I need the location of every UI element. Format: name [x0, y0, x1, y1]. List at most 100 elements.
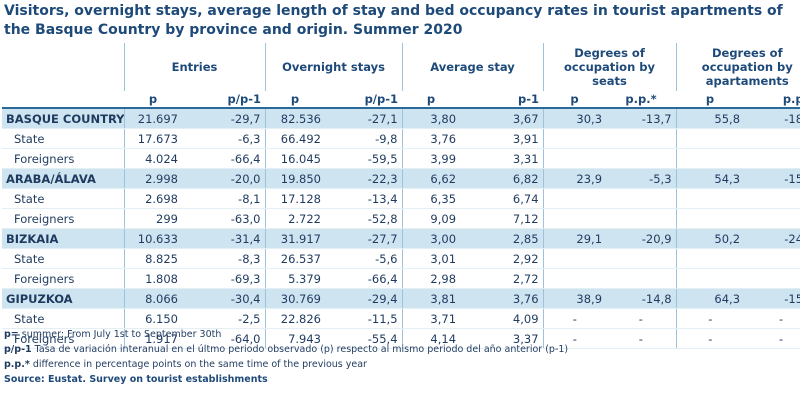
table-cell: [606, 208, 677, 229]
footnote-period-key: p=: [4, 329, 19, 340]
footnote-period: p= summer: From July 1st to September 30…: [4, 327, 796, 342]
table-cell: 6.150: [123, 308, 182, 329]
table-cell: 50,2: [675, 228, 745, 249]
table-cell: 8.066: [123, 288, 182, 309]
table-cell: 5.379: [264, 268, 325, 289]
origin-row: State 8.825 -8,3 26.537 -5,6 3,01 2,92: [2, 248, 800, 269]
table-cell: 55,8: [675, 108, 745, 129]
row-label: Foreigners: [2, 148, 124, 169]
table-cell: 7.943: [264, 328, 325, 349]
table-cell: 2,85: [460, 228, 544, 249]
header-entries: Entries: [123, 43, 265, 91]
subheader-corner: [2, 91, 124, 109]
row-label: State: [2, 248, 124, 269]
table-cell: -59,5: [325, 148, 403, 169]
table-cell: -: [744, 308, 800, 329]
table-cell: 19.850: [264, 168, 325, 189]
table-cell: [542, 188, 607, 209]
table-cell: [606, 148, 677, 169]
origin-row: State 6.150 -2,5 22.826 -11,5 3,71 4,09- - - -: [2, 308, 800, 329]
table-cell: [744, 148, 800, 169]
table-cell: -27,1: [325, 108, 403, 129]
row-label: State: [2, 188, 124, 209]
table-cell: 3,67: [460, 108, 544, 129]
table-title: Visitors, overnight stays, average lengt…: [4, 3, 783, 38]
table-cell: -2,5: [182, 308, 265, 329]
table-cell: -29,4: [325, 288, 403, 309]
footnote-variation-text: Tasa de variación interanual en el últmo…: [31, 344, 569, 355]
table-cell: [675, 248, 745, 269]
table-cell: -66,4: [325, 268, 403, 289]
origin-row: Foreigners 4.024 -66,4 16.045 -59,5 3,99 3,31: [2, 148, 800, 169]
subheader-overnight-p: p: [265, 91, 325, 109]
table-cell: -30,4: [182, 288, 265, 309]
table-cell: -: [542, 328, 607, 349]
table-cell: 2,92: [460, 248, 544, 269]
table-cell: [744, 128, 800, 149]
table-cell: [675, 208, 745, 229]
table-cell: -69,3: [182, 268, 265, 289]
table-cell: 7,12: [460, 208, 544, 229]
subheader-apt-p: p: [676, 91, 745, 109]
table-cell: -11,5: [325, 308, 403, 329]
table-cell: 30.769: [264, 288, 325, 309]
table-cell: [542, 248, 607, 269]
row-label: BIZKAIA: [2, 228, 124, 249]
table-cell: 299: [123, 208, 182, 229]
table-cell: [542, 128, 607, 149]
table-cell: 2,98: [401, 268, 461, 289]
table-cell: -: [744, 328, 800, 349]
province-row: ARABA/ÁLAVA 2.998 -20,0 19.850 -22,3 6,62 6,82…: [2, 168, 800, 189]
table-cell: [744, 268, 800, 289]
origin-row: State 2.698 -8,1 17.128 -13,4 6,35 6,74: [2, 188, 800, 209]
table-cell: -15,2: [744, 288, 800, 309]
table-cell: -52,8: [325, 208, 403, 229]
table-cell: 26.537: [264, 248, 325, 269]
table-cell: 3,80: [401, 108, 461, 129]
table-cell: 23,9: [542, 168, 607, 189]
table-cell: -63,0: [182, 208, 265, 229]
table-cell: 66.492: [264, 128, 325, 149]
table-cell: 16.045: [264, 148, 325, 169]
table-cell: 6,82: [460, 168, 544, 189]
table-cell: 21.697: [123, 108, 182, 129]
subheader-seats-pp: p.p.*: [606, 91, 677, 109]
table-cell: 3,99: [401, 148, 461, 169]
table-cell: 6,62: [401, 168, 461, 189]
province-row: GIPUZKOA 8.066 -30,4 30.769 -29,4 3,81 3,76 38,…: [2, 288, 800, 309]
province-row: BIZKAIA 10.633 -31,4 31.917 -27,7 3,00 2,85 29,…: [2, 228, 800, 249]
footnote-points-text: difference in percentage points on the s…: [29, 359, 367, 370]
table-cell: 1.808: [123, 268, 182, 289]
header-overnight-stays: Overnight stays: [264, 43, 403, 91]
table-cell: -20,9: [606, 228, 677, 249]
table-cell: 22.826: [264, 308, 325, 329]
subheader-entries-p: p: [124, 91, 182, 109]
header-corner: [2, 43, 124, 91]
table-cell: [542, 268, 607, 289]
table-cell: 6,74: [460, 188, 544, 209]
table-cell: 17.128: [264, 188, 325, 209]
table-cell: 38,9: [542, 288, 607, 309]
table-cell: 17.673: [123, 128, 182, 149]
table-cell: 4.024: [123, 148, 182, 169]
table-cell: [606, 188, 677, 209]
table-cell: 6,35: [401, 188, 461, 209]
row-label: Foreigners: [2, 328, 124, 349]
origin-row: Foreigners 1.808 -69,3 5.379 -66,4 2,98 2,72: [2, 268, 800, 289]
table-cell: 3,01: [401, 248, 461, 269]
row-label: ARABA/ÁLAVA: [2, 168, 124, 189]
subheader-apt-pp: p.p.*: [744, 91, 800, 109]
origin-row: State 17.673 -6,3 66.492 -9,8 3,76 3,91: [2, 128, 800, 149]
table-cell: 54,3: [675, 168, 745, 189]
statistics-table: Entries Overnight stays Average stay Deg…: [2, 43, 800, 349]
table-cell: [675, 268, 745, 289]
table-cell: -29,7: [182, 108, 265, 129]
table-cell: [606, 248, 677, 269]
table-cell: -: [542, 308, 607, 329]
table-cell: 4,14: [401, 328, 461, 349]
table-cell: 2.698: [123, 188, 182, 209]
table-cell: 29,1: [542, 228, 607, 249]
table-cell: -: [606, 308, 677, 329]
footnote-points: p.p.* difference in percentage points on…: [4, 357, 796, 372]
table-cell: 3,76: [401, 128, 461, 149]
